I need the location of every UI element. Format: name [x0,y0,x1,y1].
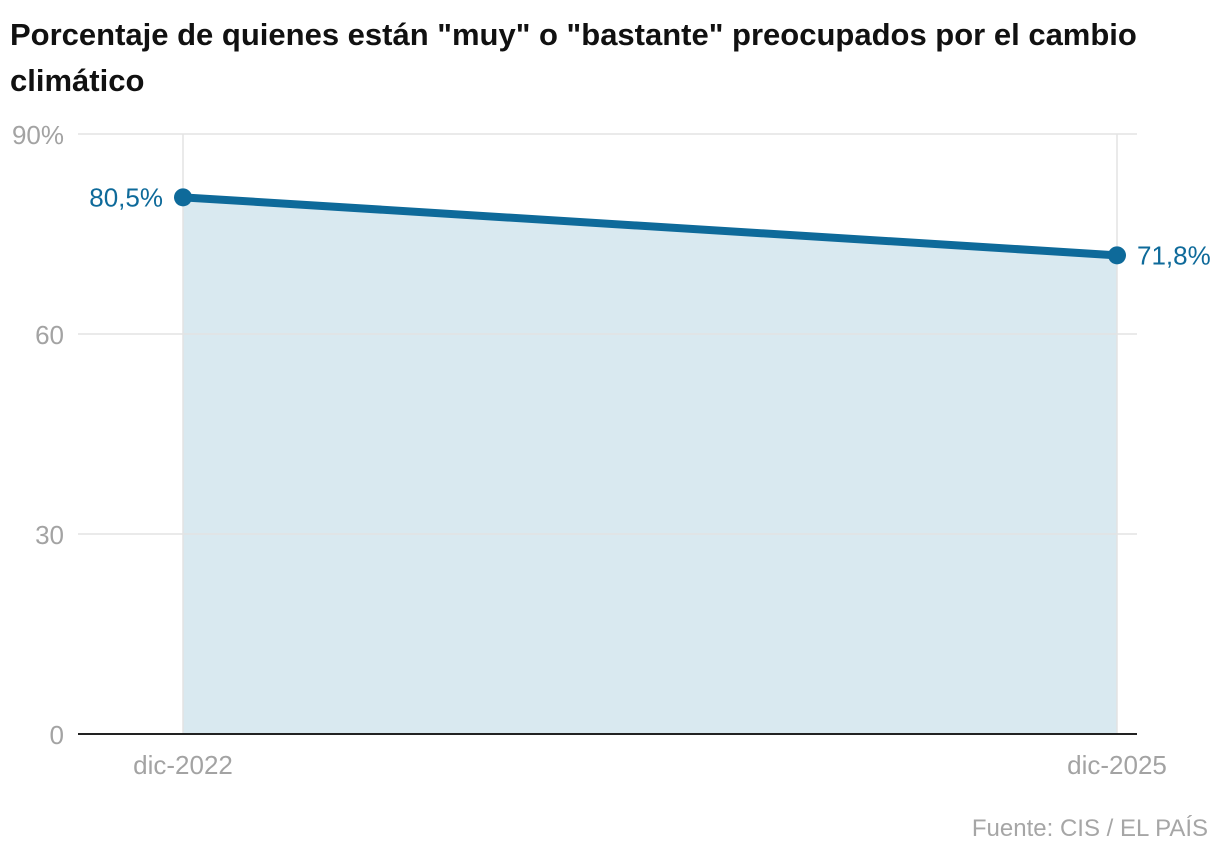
data-point [1108,246,1126,265]
y-tick-label: 0 [50,720,64,750]
x-tick-label: dic-2025 [1067,750,1167,780]
chart-title: Porcentaje de quienes están "muy" o "bas… [10,17,1137,98]
series-line [179,193,1121,260]
x-tick-label: dic-2022 [133,750,233,780]
y-tick-label: 90% [12,120,64,150]
area-fill [183,197,1117,735]
source-note: Fuente: CIS / EL PAÍS [971,815,1208,842]
y-tick-label: 60 [35,320,64,350]
data-label: 71,8% [1137,240,1211,270]
data-label: 80,5% [89,182,163,212]
data-point [174,188,192,207]
y-tick-label: 30 [35,520,64,550]
